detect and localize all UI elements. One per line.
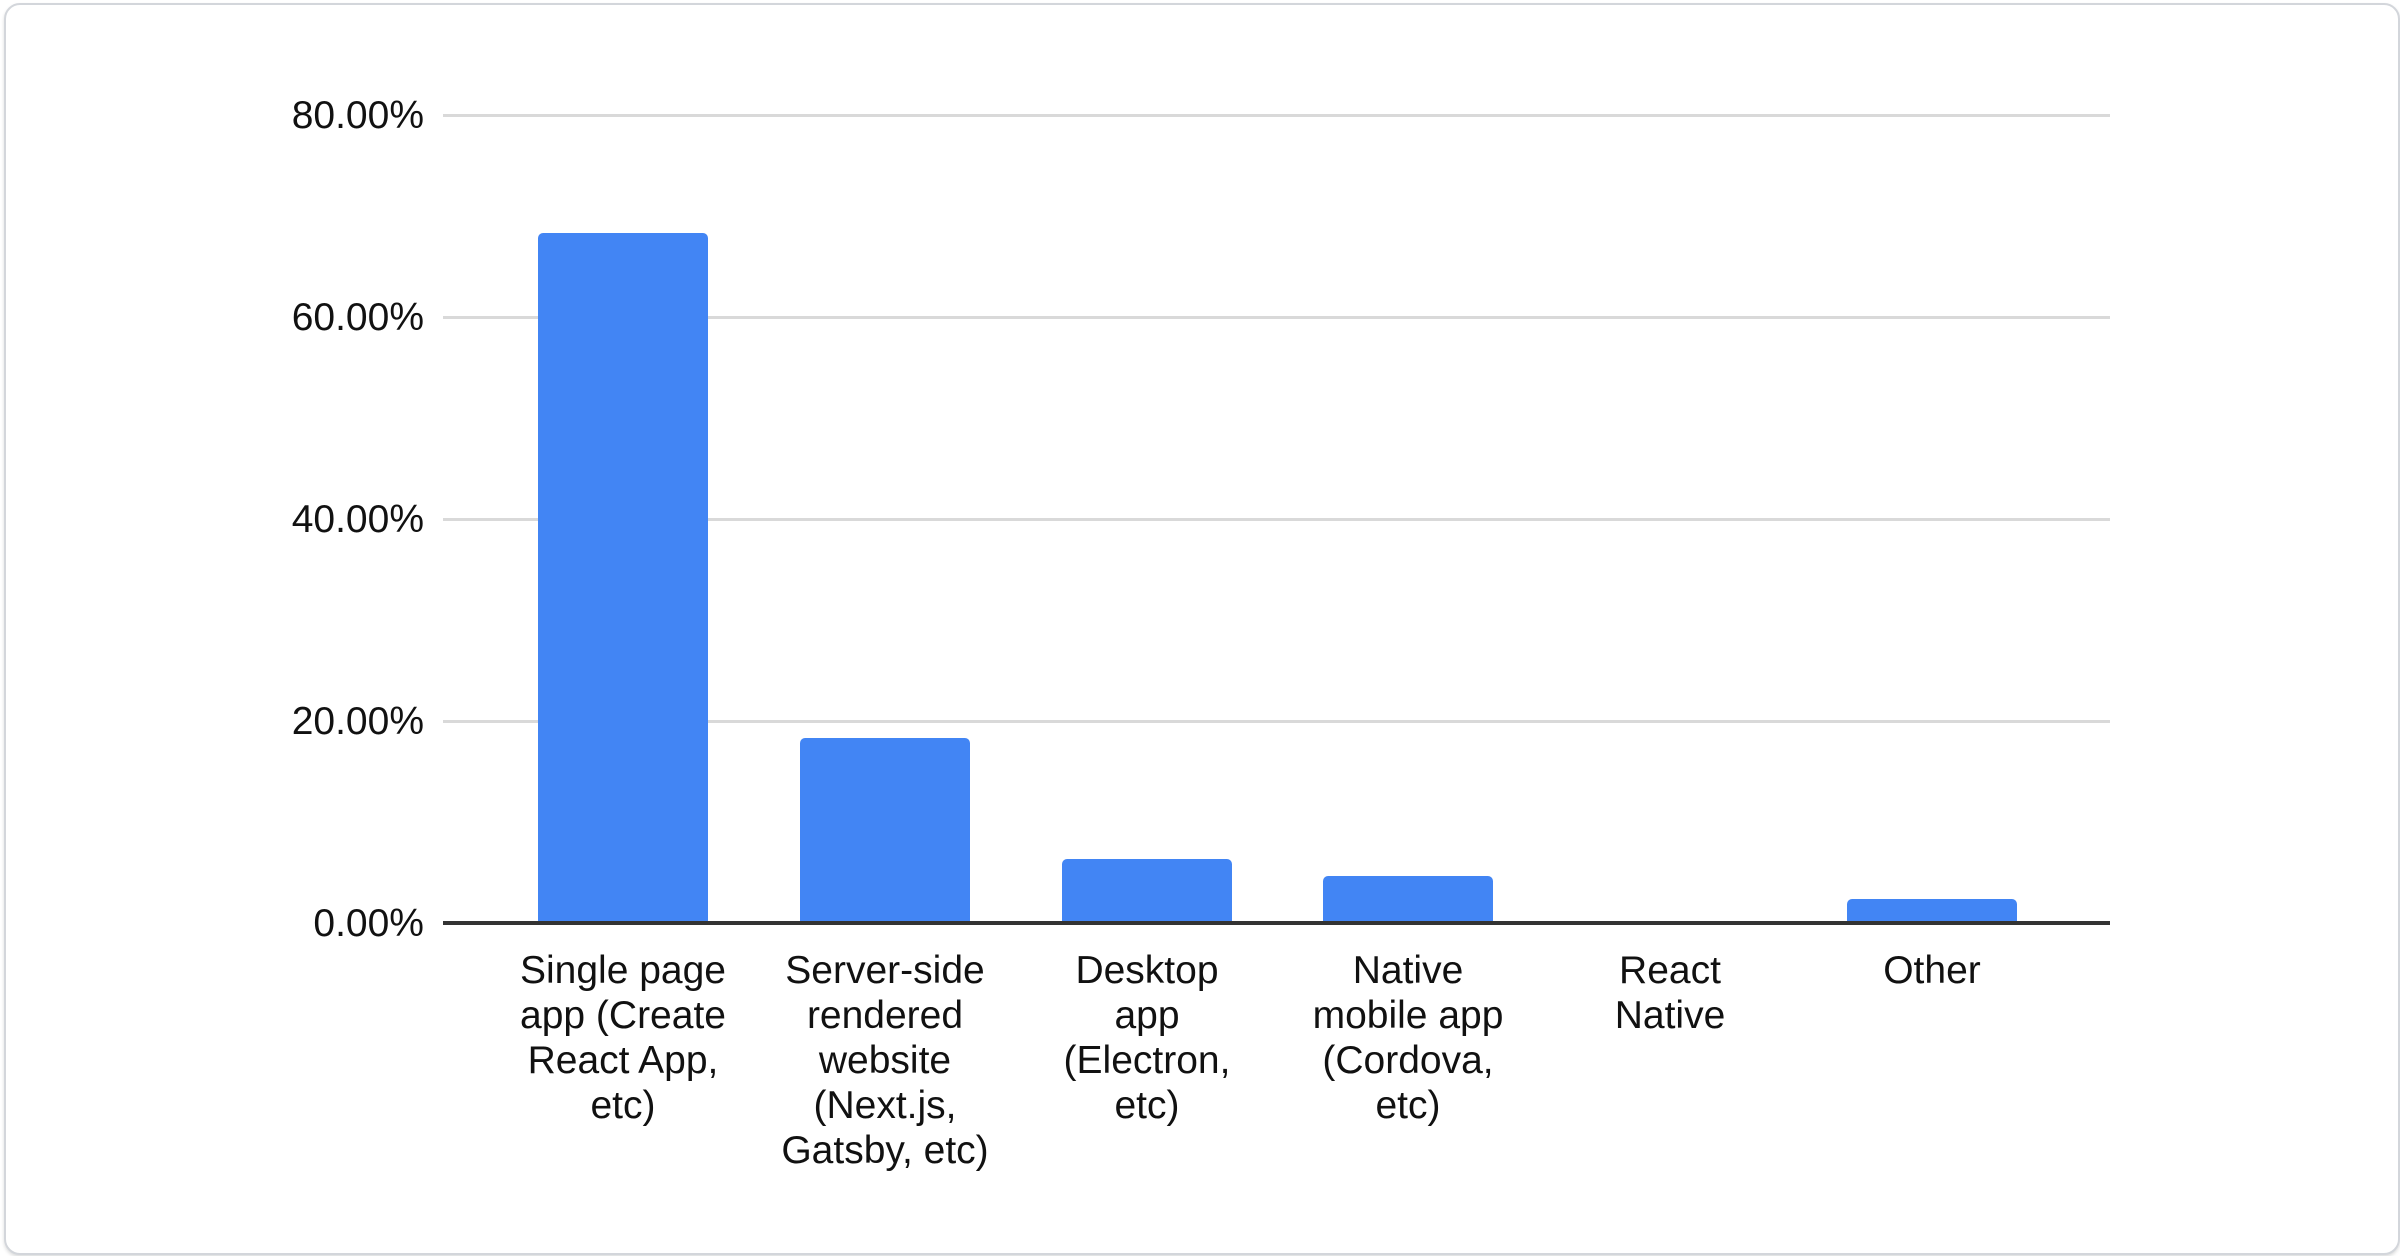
category-column: Other	[1801, 0, 2063, 1256]
x-category-label: Single page app (Create React App, etc)	[519, 949, 726, 1127]
gridline	[443, 114, 2110, 117]
x-category-label: Server-side rendered website (Next.js, G…	[781, 949, 989, 1172]
x-category-label: React Native	[1614, 949, 1726, 1037]
y-axis-tick-label: 60.00%	[291, 296, 424, 339]
bar	[1062, 859, 1232, 923]
y-axis-tick-label: 0.00%	[313, 902, 424, 945]
category-column: Single page app (Create React App, etc)	[492, 0, 754, 1256]
x-axis-baseline	[443, 921, 2110, 925]
gridline	[443, 316, 2110, 319]
x-category-label: Desktop app (Electron, etc)	[1063, 949, 1231, 1127]
y-axis-tick-label: 80.00%	[291, 94, 424, 137]
chart-card	[4, 3, 2400, 1255]
category-column: Server-side rendered website (Next.js, G…	[754, 0, 1016, 1256]
bar	[800, 738, 970, 923]
category-column: Desktop app (Electron, etc)	[1016, 0, 1278, 1256]
category-column: React Native	[1539, 0, 1801, 1256]
y-axis-tick-label: 40.00%	[291, 498, 424, 541]
bar	[1847, 899, 2017, 923]
category-column: Native mobile app (Cordova, etc)	[1277, 0, 1539, 1256]
y-axis-tick-label: 20.00%	[291, 700, 424, 743]
x-category-label: Native mobile app (Cordova, etc)	[1312, 949, 1504, 1127]
x-category-label: Other	[1883, 949, 1981, 992]
bar	[1323, 876, 1493, 923]
gridline	[443, 518, 2110, 521]
gridline	[443, 720, 2110, 723]
bar	[538, 233, 708, 923]
